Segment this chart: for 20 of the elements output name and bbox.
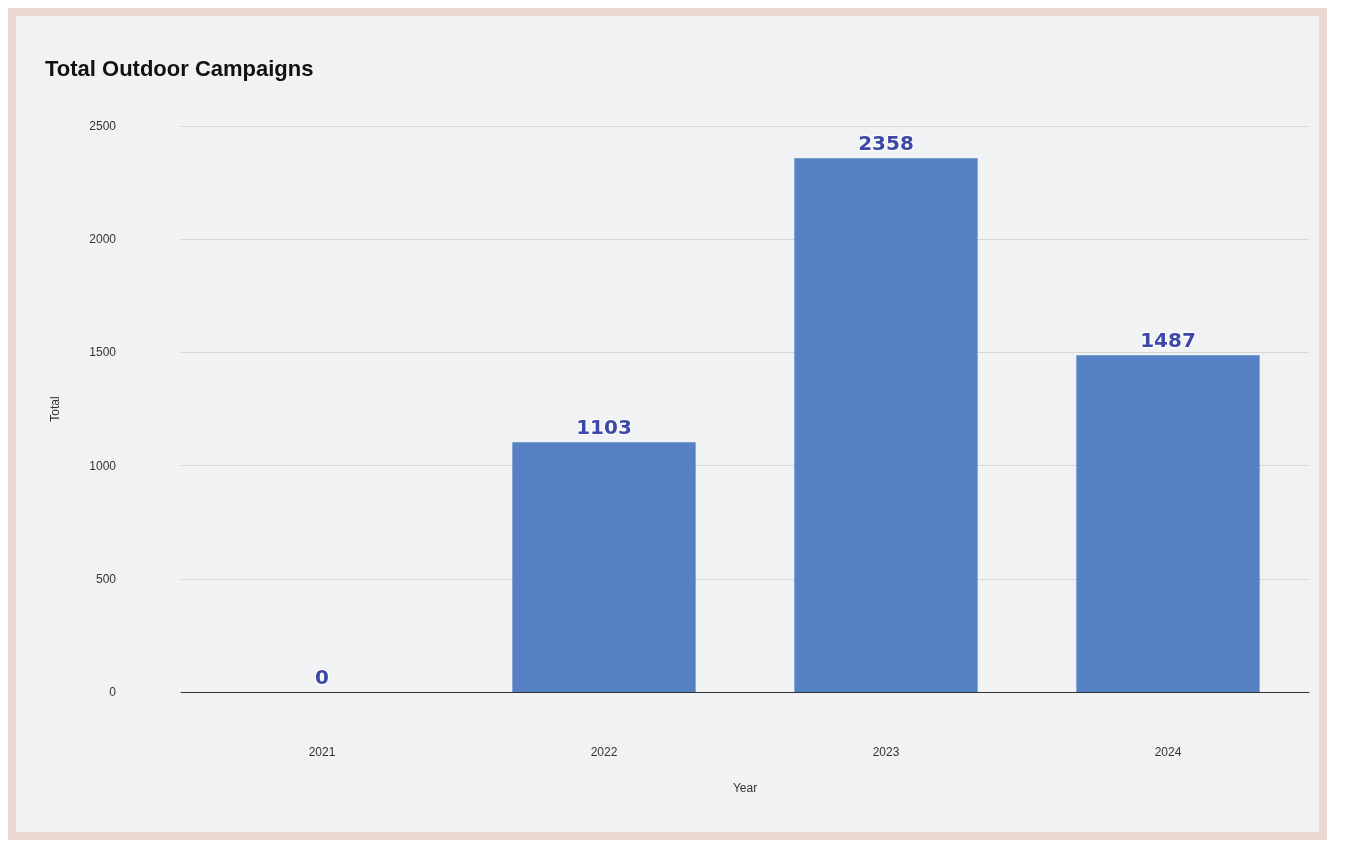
x-tick-label: 2023: [872, 745, 900, 759]
y-tick-label: 2500: [89, 119, 117, 133]
y-tick-label: 1000: [89, 458, 117, 473]
bar: [512, 442, 696, 692]
x-tick-label: 2021: [308, 745, 336, 759]
bar: [794, 158, 978, 692]
x-tick-label: 2022: [590, 745, 618, 759]
data-label: 1103: [576, 415, 632, 440]
y-axis-title: Total: [48, 396, 62, 422]
bar: [1076, 355, 1260, 692]
x-tick-label: 2024: [1154, 745, 1182, 759]
data-label: 1487: [1140, 328, 1196, 353]
y-tick-label: 1500: [89, 345, 117, 360]
y-tick-label: 500: [95, 571, 117, 586]
data-label: 0: [315, 665, 329, 689]
chart-title: Total Outdoor Campaigns: [45, 55, 314, 81]
y-tick-label: 2000: [89, 232, 117, 247]
x-axis-title: Year: [732, 781, 758, 795]
y-tick-label: 0: [109, 685, 117, 699]
data-label: 2358: [858, 131, 914, 156]
